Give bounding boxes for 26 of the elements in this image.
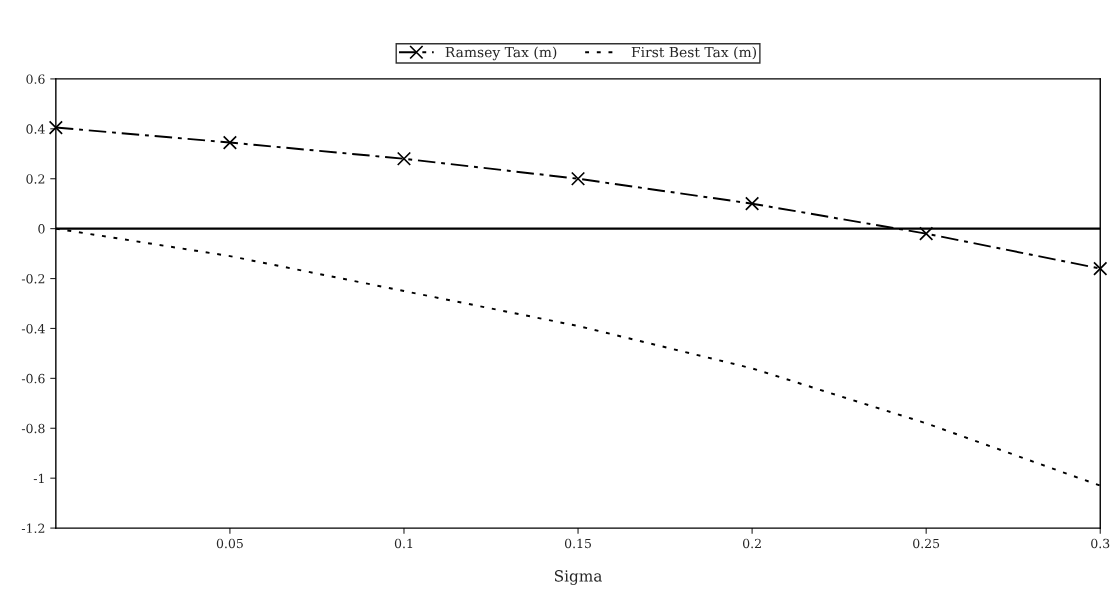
y-tick-label: 0.6 — [26, 74, 45, 84]
y-tick-label: -0.4 — [21, 323, 45, 334]
legend-label: First Best Tax (m) — [631, 46, 757, 60]
x-axis-title: Sigma — [554, 570, 602, 585]
y-tick-label: 0 — [38, 224, 45, 234]
x-tick-label: 0.1 — [394, 538, 413, 549]
y-tick-label: -0.6 — [21, 373, 45, 384]
point — [396, 151, 412, 166]
x-tick-label: 0.05 — [216, 538, 243, 549]
x-tick-label: 0.25 — [913, 538, 940, 549]
point — [1093, 261, 1108, 276]
y-tick-label: -1 — [33, 473, 44, 483]
y-tick-label: -0.2 — [21, 274, 45, 284]
point — [745, 196, 760, 211]
y-tick-label: -1.2 — [21, 523, 45, 534]
y-tick-label: 0.4 — [26, 124, 45, 134]
y-tick-label: -0.8 — [21, 423, 45, 434]
y-tick-label: 0.2 — [26, 174, 45, 184]
point — [570, 171, 586, 186]
x-tick-label: 0.3 — [1091, 538, 1110, 549]
x-tick-label: 0.2 — [743, 538, 761, 549]
x-tick-label: 0.15 — [564, 538, 591, 549]
point — [222, 135, 238, 150]
point — [48, 120, 63, 135]
legend-label: Ramsey Tax (m) — [445, 46, 557, 61]
point — [919, 226, 934, 241]
